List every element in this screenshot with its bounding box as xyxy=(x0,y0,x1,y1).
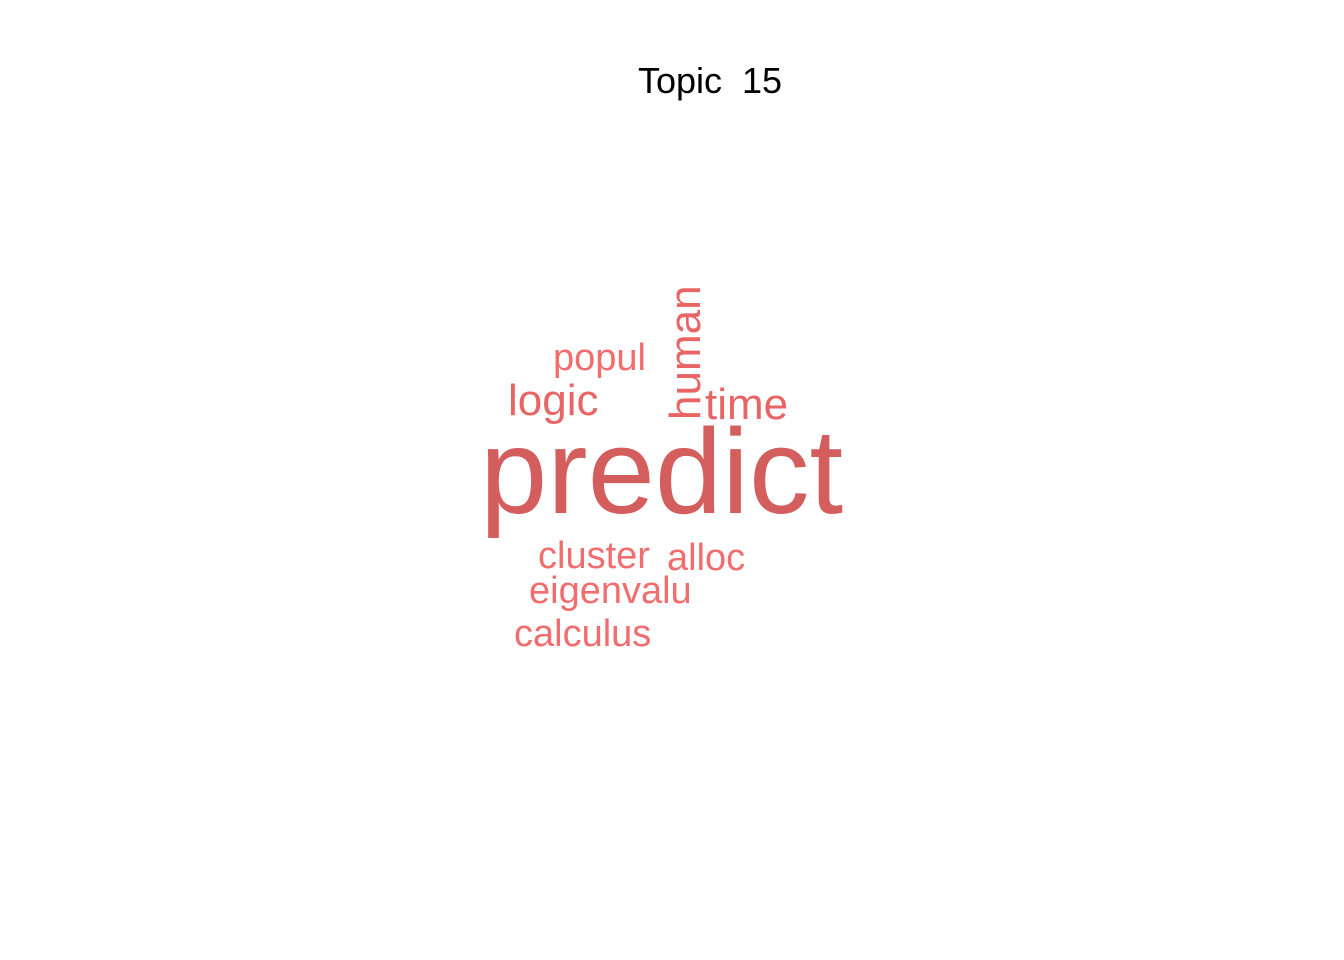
word-predict: predict xyxy=(480,403,843,539)
word-logic: logic xyxy=(508,376,599,425)
word-human: human xyxy=(661,285,710,420)
word-alloc: alloc xyxy=(667,537,745,579)
word-eigenvalu: eigenvalu xyxy=(529,570,692,612)
word-popul: popul xyxy=(553,337,646,379)
word-time: time xyxy=(705,380,788,429)
word-calculus: calculus xyxy=(514,613,651,655)
chart-title: Topic 15 xyxy=(638,60,782,101)
word-cluster: cluster xyxy=(538,535,650,577)
